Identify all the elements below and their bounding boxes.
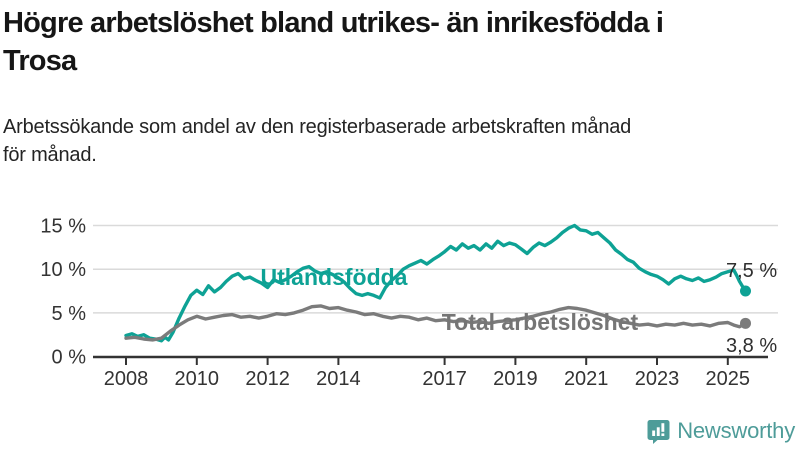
- exclamation-bar: [661, 422, 665, 432]
- x-axis: 2008 2010 2012 2014 2017 2019 2021 2023 2025: [93, 355, 768, 390]
- newsworthy-icon: [647, 419, 670, 444]
- chart-subtitle-line-1: Arbetssökande som andel av den registerb…: [3, 116, 632, 138]
- series-label-utlandsfodda: Utlandsfödda: [261, 264, 408, 290]
- x-tick-label: 2021: [564, 368, 609, 390]
- page-title: Högre arbetslöshet bland utrikes- än inr…: [3, 4, 783, 80]
- brand-name: Newsworthy: [677, 418, 795, 443]
- y-tick-label: 15 %: [40, 216, 86, 238]
- end-value-label-utlandsfodda: 7,5 %: [726, 260, 777, 282]
- brand-logo: Newsworthy: [647, 418, 795, 444]
- x-tick-label: 2023: [635, 368, 680, 390]
- x-tick-label: 2019: [493, 368, 538, 390]
- series-end-dot-total: [740, 317, 751, 329]
- bar-1: [652, 430, 656, 436]
- x-tick-label: 2017: [422, 368, 467, 390]
- x-tick-label: 2008: [104, 368, 149, 390]
- x-tick-label: 2025: [706, 368, 751, 390]
- page-title-line-2: Trosa: [3, 45, 77, 77]
- exclamation-dot: [661, 432, 665, 436]
- series-label-total-arbetsloshet: Total arbetslöshet: [442, 309, 639, 335]
- y-tick-label: 5 %: [52, 303, 87, 325]
- series-line-total: [124, 304, 748, 342]
- y-tick-label: 0 %: [52, 347, 87, 369]
- y-tick-label: 10 %: [40, 259, 86, 281]
- series-lines: [124, 223, 751, 343]
- gridlines: [93, 224, 778, 314]
- y-axis: 0 % 5 % 10 % 15 %: [40, 216, 86, 369]
- x-tick-label: 2012: [245, 368, 290, 390]
- series-end-dot-utlandsfodda: [740, 285, 751, 297]
- bar-2: [656, 426, 660, 436]
- x-tick-label: 2010: [175, 368, 220, 390]
- x-tick-label: 2014: [316, 368, 361, 390]
- page-title-line-1: Högre arbetslöshet bland utrikes- än inr…: [3, 7, 664, 39]
- chart-subtitle-line-2: för månad.: [3, 144, 97, 166]
- chart-subtitle: Arbetssökande som andel av den registerb…: [3, 113, 783, 169]
- series-line-utlandsfodda: [124, 223, 748, 343]
- end-value-label-total: 3,8 %: [726, 335, 777, 357]
